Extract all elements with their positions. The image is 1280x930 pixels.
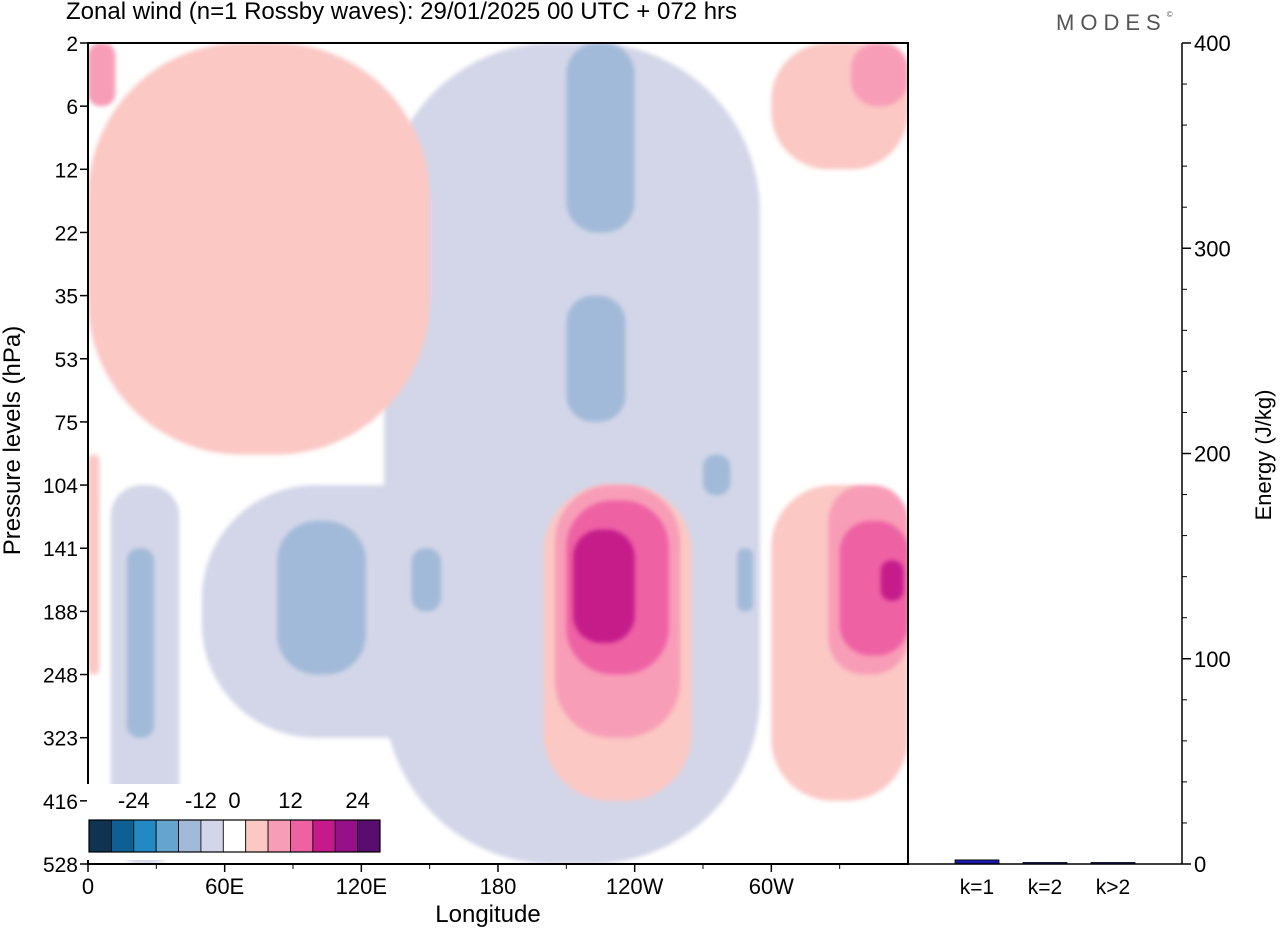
contour-region-1-5 — [411, 548, 442, 612]
y-tick-label: 528 — [43, 854, 78, 877]
y-tick-label: 2 — [66, 33, 78, 56]
contour-region-5-0 — [573, 529, 635, 643]
contour-region-4-1 — [839, 520, 908, 656]
energy-tick-label: 300 — [1194, 236, 1231, 261]
y-tick-label: 6 — [66, 96, 78, 119]
colorbar-label: -12 — [185, 788, 217, 813]
contour-region-3-0 — [88, 43, 116, 107]
x-tick-label: 60E — [205, 874, 244, 899]
energy-category-label: k>2 — [1096, 876, 1130, 899]
contour-region-1-3 — [126, 548, 155, 738]
contour-region-2-1 — [88, 454, 100, 675]
y-axis-label: Pressure levels (hPa) — [0, 326, 26, 555]
y-tick-label: 35 — [55, 286, 78, 309]
colorbar-swatch — [88, 819, 112, 853]
colorbar-swatch — [290, 819, 314, 853]
y-tick-label: 416 — [43, 791, 78, 814]
y-tick-label: 323 — [43, 728, 78, 751]
colorbar-swatch — [334, 819, 359, 853]
y-tick-label: 22 — [55, 222, 78, 245]
colorbar-swatch — [133, 819, 157, 853]
colorbar-label: 24 — [345, 788, 369, 813]
brand-logo: MODES© — [1056, 10, 1173, 36]
y-tick-label: 141 — [43, 538, 78, 561]
colorbar-label: 12 — [278, 788, 302, 813]
contour-region-1-4 — [277, 520, 366, 675]
energy-category-label: k=1 — [960, 876, 994, 899]
contour-region-5-1 — [880, 560, 904, 601]
energy-category-label: k=2 — [1028, 876, 1062, 899]
energy-tick-label: 100 — [1194, 647, 1231, 672]
colorbar-swatch — [110, 819, 135, 853]
colorbar-swatch — [357, 819, 381, 853]
energy-tick-label: 400 — [1194, 31, 1231, 56]
colorbar-label: 0 — [228, 788, 240, 813]
brand-text: MODES — [1056, 10, 1167, 35]
colorbar-swatch — [155, 819, 179, 853]
energy-axis-label: Energy (J/kg) — [1251, 390, 1276, 521]
energy-tick-label: 0 — [1194, 852, 1206, 877]
colorbar-swatch — [200, 819, 224, 853]
y-tick-label: 53 — [55, 349, 78, 372]
y-tick-label: 248 — [43, 665, 78, 688]
colorbar-swatch — [222, 819, 247, 853]
x-tick-label: 120W — [606, 874, 664, 899]
chart-title: Zonal wind (n=1 Rossby waves): 29/01/202… — [66, 0, 738, 25]
brand-mark: © — [1166, 10, 1173, 19]
x-tick-label: 120E — [336, 874, 387, 899]
energy-axes: 0 100 200 300 400 Energy (J/kg) — [908, 31, 1276, 877]
energy-bars: k=1 k=2 k>2 — [954, 859, 1136, 899]
colorbar-swatch — [178, 819, 202, 853]
energy-tick-label: 200 — [1194, 442, 1231, 467]
colorbar-swatch — [312, 819, 336, 853]
contour-region-1-6 — [737, 548, 754, 612]
colorbar-frame — [88, 819, 381, 853]
y-tick-label: 104 — [43, 475, 78, 498]
colorbar: -24 -12 0 12 24 — [87, 784, 382, 860]
colorbar-swatch — [267, 819, 291, 853]
y-tick-label: 12 — [55, 159, 78, 182]
x-tick-label: 180 — [480, 874, 517, 899]
contour-region-1-1 — [566, 295, 626, 422]
contour-region-1-0 — [566, 43, 635, 233]
colorbar-swatch — [245, 819, 269, 853]
contour-region-2-0 — [88, 43, 430, 455]
contour-region-3-3 — [851, 43, 908, 107]
x-tick-label: 0 — [82, 874, 94, 899]
contour-region-1-2 — [703, 454, 731, 496]
x-tick-label: 60W — [749, 874, 794, 899]
colorbar-label: -24 — [118, 788, 150, 813]
x-axis-label: Longitude — [435, 901, 540, 928]
y-tick-label: 75 — [55, 412, 78, 435]
contour-field — [88, 43, 908, 864]
y-tick-label: 188 — [43, 601, 78, 624]
